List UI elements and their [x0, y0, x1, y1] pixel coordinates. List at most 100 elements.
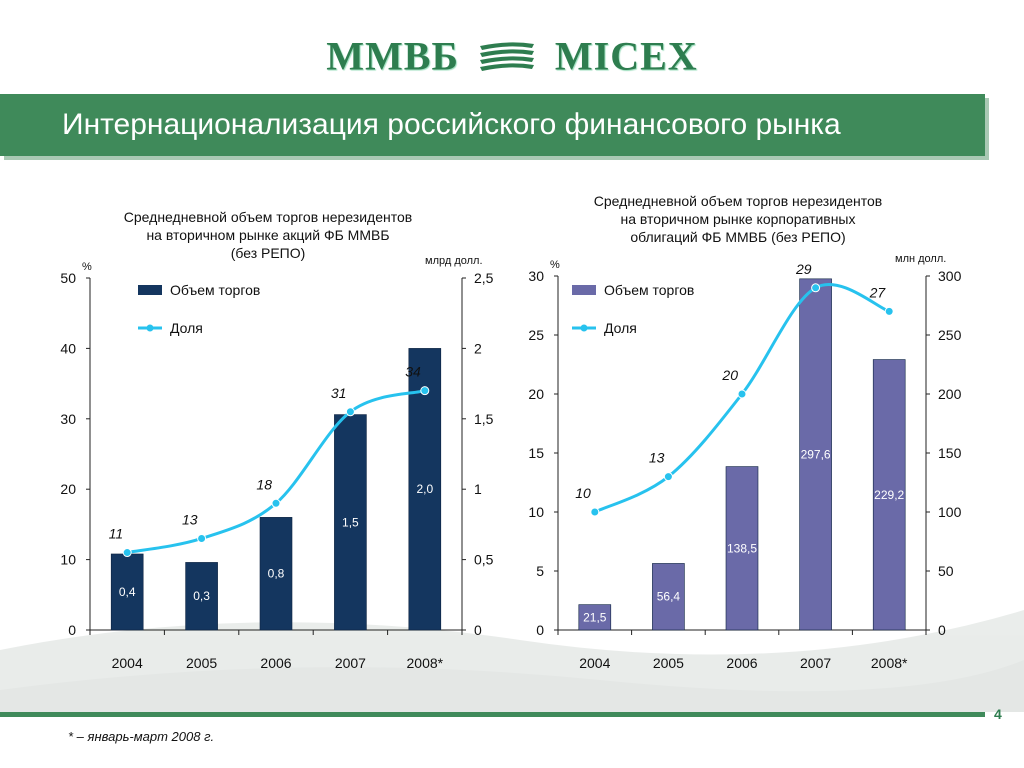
- right-tick-label: 2,5: [474, 270, 494, 286]
- chart-stocks: Среднедневной объем торгов нерезидентов н…: [60, 209, 493, 671]
- left-tick-label: 50: [60, 270, 76, 286]
- left-tick-label: 30: [528, 268, 544, 284]
- left-tick-label: 10: [528, 504, 544, 520]
- logo-stripes-icon: [479, 42, 534, 71]
- share-point: [197, 533, 207, 543]
- share-point: [590, 507, 600, 517]
- chart-title-line: на вторичном рынке корпоративных: [621, 211, 856, 227]
- bar: [408, 348, 442, 631]
- chart-title-line: Среднедневной объем торгов нерезидентов: [594, 193, 882, 209]
- page-number: 4: [994, 706, 1002, 722]
- x-category-label: 2005: [186, 655, 217, 671]
- bar: [334, 414, 367, 631]
- background-texture: [0, 610, 1024, 712]
- right-tick-label: 300: [938, 268, 962, 284]
- left-tick-label: 30: [60, 411, 76, 427]
- bar: [799, 278, 832, 631]
- left-tick-label: 15: [528, 445, 544, 461]
- bar-value-label: 2,0: [416, 482, 433, 496]
- right-tick-label: 2: [474, 340, 482, 356]
- x-category-label: 2004: [112, 655, 143, 671]
- right-tick-label: 200: [938, 386, 962, 402]
- chart-bonds: Среднедневной объем торгов нерезидентов н…: [528, 193, 961, 671]
- x-category-label: 2008*: [871, 655, 908, 671]
- share-value-label: 27: [869, 284, 887, 300]
- x-category-label: 2007: [335, 655, 366, 671]
- chart-title-line: (без РЕПО): [231, 245, 306, 261]
- right-tick-label: 1: [474, 481, 482, 497]
- bar: [110, 553, 144, 631]
- share-value-label: 11: [109, 526, 124, 542]
- left-tick-label: 0: [68, 622, 76, 638]
- bar-value-label: 0,8: [268, 567, 285, 581]
- legend-bar-swatch: [138, 285, 162, 295]
- share-point: [122, 548, 132, 558]
- right-tick-label: 0: [474, 622, 482, 638]
- x-category-label: 2006: [726, 655, 757, 671]
- x-category-label: 2008*: [407, 655, 444, 671]
- bar-value-label: 297,6: [801, 447, 831, 461]
- share-value-label: 13: [182, 511, 198, 527]
- x-category-label: 2005: [653, 655, 684, 671]
- x-category-label: 2007: [800, 655, 831, 671]
- title-bar: Интернационализация российского финансов…: [0, 94, 985, 156]
- logo: ММВБ MICEX: [0, 28, 1024, 79]
- chart-title-line: Среднедневной объем торгов нерезидентов: [124, 209, 412, 225]
- left-tick-label: 10: [60, 552, 76, 568]
- logo-text-left: ММВБ: [326, 33, 459, 79]
- right-tick-label: 0,5: [474, 552, 494, 568]
- left-tick-label: 5: [536, 563, 544, 579]
- share-value-label: 34: [405, 364, 421, 380]
- share-value-label: 31: [331, 385, 347, 401]
- share-point: [737, 389, 747, 399]
- legend-line-marker: [580, 324, 588, 332]
- share-point: [663, 472, 673, 482]
- left-tick-label: 20: [60, 481, 76, 497]
- right-axis-unit: млрд долл.: [425, 255, 483, 267]
- left-axis-unit: %: [82, 261, 92, 273]
- bar-value-label: 0,3: [193, 589, 210, 603]
- bar: [185, 562, 218, 631]
- legend-bar-label: Объем торгов: [170, 282, 260, 298]
- legend-bar-label: Объем торгов: [604, 282, 694, 298]
- bottom-divider: [0, 712, 985, 717]
- bar: [259, 517, 293, 631]
- legend-line-label: Доля: [170, 320, 203, 336]
- share-value-label: 18: [256, 476, 272, 492]
- share-value-label: 13: [649, 450, 665, 466]
- bar-value-label: 138,5: [727, 541, 757, 555]
- x-category-label: 2004: [579, 655, 610, 671]
- legend-line-marker: [146, 324, 154, 332]
- right-tick-label: 50: [938, 563, 954, 579]
- legend-line-label: Доля: [604, 320, 637, 336]
- right-tick-label: 0: [938, 622, 946, 638]
- share-point: [811, 283, 821, 293]
- bar-value-label: 56,4: [657, 590, 681, 604]
- left-tick-label: 0: [536, 622, 544, 638]
- logo-text-right: MICEX: [554, 33, 698, 79]
- right-tick-label: 1,5: [474, 411, 494, 427]
- share-value-label: 10: [575, 485, 591, 501]
- left-tick-label: 20: [528, 386, 544, 402]
- left-tick-label: 25: [528, 327, 544, 343]
- share-value-label: 20: [721, 367, 738, 383]
- left-tick-label: 40: [60, 340, 76, 356]
- bar-value-label: 1,5: [342, 515, 359, 529]
- bar-value-label: 0,4: [119, 585, 136, 599]
- share-point: [271, 498, 281, 508]
- right-tick-label: 150: [938, 445, 962, 461]
- left-axis-unit: %: [550, 259, 560, 271]
- share-point: [345, 407, 355, 417]
- bar-value-label: 21,5: [583, 610, 607, 624]
- chart-title-line: на вторичном рынке акций ФБ ММВБ: [146, 227, 389, 243]
- bar: [652, 563, 685, 631]
- right-tick-label: 100: [938, 504, 962, 520]
- share-point: [420, 386, 430, 396]
- bar: [725, 466, 759, 631]
- right-axis-unit: млн долл.: [895, 253, 946, 265]
- share-point: [884, 306, 894, 316]
- footnote: * – январь-март 2008 г.: [58, 726, 248, 748]
- x-category-label: 2006: [260, 655, 291, 671]
- page-title: Интернационализация российского финансов…: [62, 108, 841, 141]
